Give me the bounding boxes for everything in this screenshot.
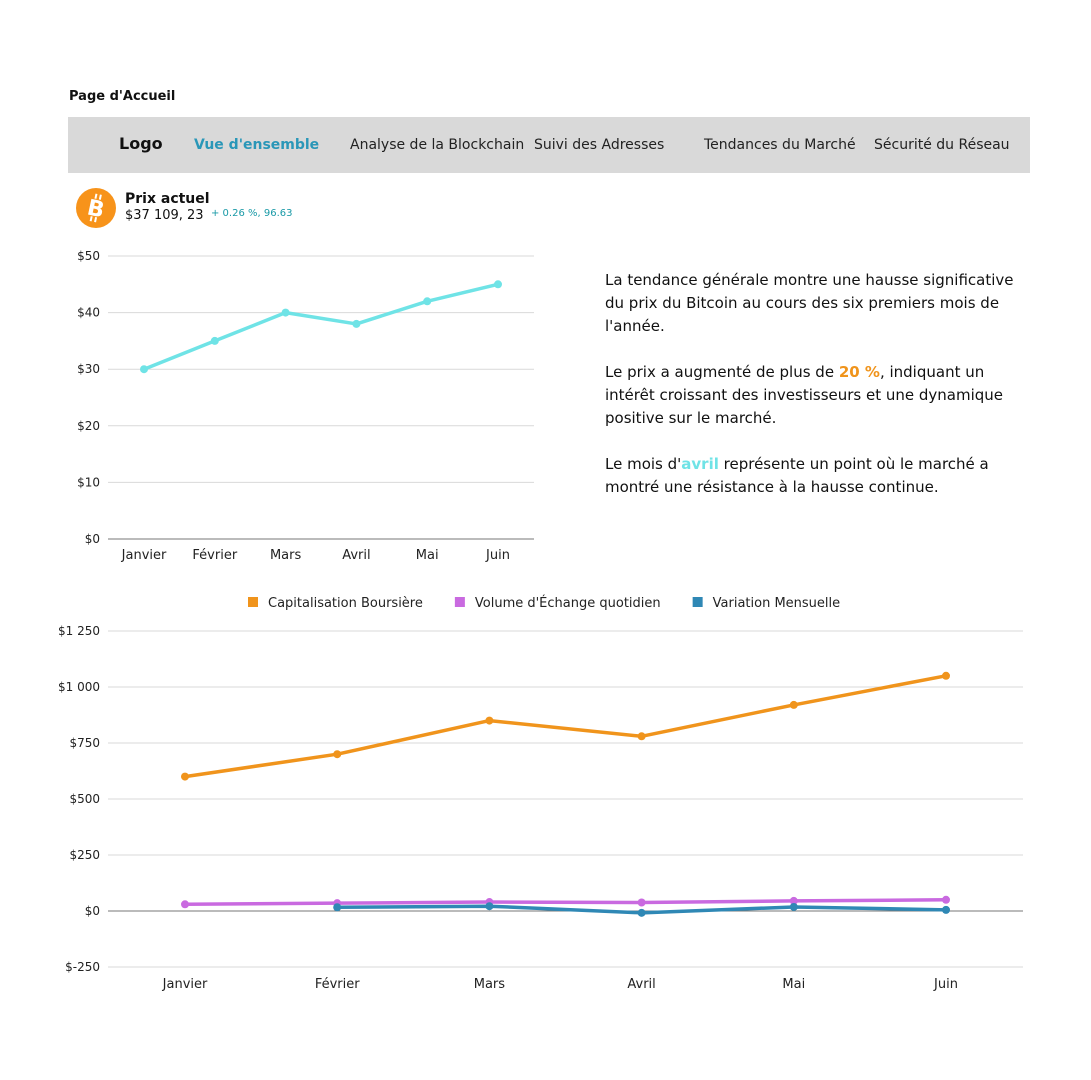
market-multi-line-chart: $-250 $0 $250 $500 $750 $1 000 $1 250 Janvier Fé… [58, 595, 1023, 992]
nav-item-network-security[interactable]: Sécurité du Réseau [874, 137, 1010, 153]
data-point [789, 902, 798, 911]
series-line [183, 898, 948, 907]
legend-label: Volume d'Échange quotidien [475, 595, 661, 611]
data-point [494, 280, 502, 289]
y-tick-label: $20 [77, 419, 100, 433]
y-tick-label: $250 [69, 848, 100, 862]
y-tick-label: $1 250 [58, 624, 100, 638]
summary-paragraph-3: Le mois d'avril représente un point où l… [605, 453, 1035, 499]
summary-text: Le prix a augmenté de plus de [605, 363, 839, 381]
data-point [181, 900, 189, 909]
x-tick-label: Février [192, 548, 237, 563]
summary-paragraph-2: Le prix a augmenté de plus de 20 %, indi… [605, 361, 1035, 430]
data-point [333, 903, 342, 912]
y-tick-label: $1 000 [58, 680, 100, 694]
data-point [637, 908, 646, 917]
nav-item-market-trends[interactable]: Tendances du Marché [704, 137, 856, 153]
data-point [181, 772, 189, 781]
page-title: Page d'Accueil [69, 89, 176, 104]
x-tick-label: Mars [270, 548, 302, 563]
y-tick-label: $0 [85, 532, 100, 546]
x-tick-label: Mai [416, 548, 439, 563]
legend-swatch [692, 597, 703, 607]
summary-text: représente un point où le marché a montr… [605, 455, 989, 496]
svg-text:B: B [85, 195, 107, 223]
x-tick-label: Mai [782, 977, 805, 992]
summary-text: , indiquant un intérêt croissant des inv… [605, 363, 1004, 427]
bitcoin-icon: B [76, 188, 116, 228]
data-point [942, 671, 950, 680]
data-point [210, 336, 219, 345]
trend-summary: La tendance générale montre une hausse s… [605, 269, 1035, 522]
data-point [333, 750, 342, 759]
data-point [423, 297, 432, 306]
data-point [485, 716, 494, 725]
top-navbar: Logo Vue d'ensemble Analyse de la Blockc… [68, 117, 1030, 173]
data-point [485, 902, 494, 911]
legend-label: Capitalisation Boursière [268, 596, 423, 611]
data-point [140, 365, 148, 374]
data-point [789, 700, 798, 709]
x-tick-label: Janvier [162, 977, 208, 992]
y-tick-label: $500 [69, 792, 100, 806]
nav-item-blockchain-analysis[interactable]: Analyse de la Blockchain [350, 137, 525, 153]
x-tick-label: Mars [474, 977, 506, 992]
legend-swatch [454, 597, 465, 607]
summary-text: Le mois d' [605, 455, 682, 473]
x-tick-label: Avril [627, 977, 655, 992]
x-tick-label: Juin [485, 548, 510, 563]
highlight-percentage: 20 % [838, 363, 880, 381]
data-point [942, 895, 950, 904]
price-change: + 0.26 %, 96.63 [211, 208, 293, 219]
legend-swatch [248, 597, 258, 607]
x-tick-label: Février [315, 977, 360, 992]
highlight-month: avril [681, 455, 719, 473]
data-point [942, 905, 950, 914]
x-tick-label: Janvier [121, 548, 167, 563]
y-tick-label: $50 [77, 249, 100, 263]
price-value: $37 109, 23 [125, 208, 204, 223]
nav-logo[interactable]: Logo [119, 134, 163, 153]
nav-item-overview[interactable]: Vue d'ensemble [194, 137, 320, 153]
series-line [183, 674, 948, 779]
data-point [789, 896, 798, 905]
data-point [637, 898, 646, 907]
y-tick-label: $40 [77, 306, 100, 320]
y-tick-label: $750 [69, 736, 100, 750]
data-point [352, 319, 361, 328]
legend-label: Variation Mensuelle [713, 596, 841, 611]
y-tick-label: $0 [85, 904, 100, 918]
y-tick-label: $-250 [65, 960, 100, 974]
y-tick-label: $10 [77, 475, 100, 489]
data-point [281, 308, 290, 317]
summary-paragraph-1: La tendance générale montre une hausse s… [605, 271, 1014, 335]
nav-item-address-tracking[interactable]: Suivi des Adresses [534, 137, 665, 153]
y-tick-label: $30 [77, 362, 100, 376]
x-tick-label: Juin [933, 977, 958, 992]
x-tick-label: Avril [342, 548, 370, 563]
data-point [637, 732, 646, 741]
price-label: Prix actuel [125, 191, 210, 207]
price-line-chart: $0 $10 $20 $30 $40 $50 Janvier Février Mars Avril… [77, 249, 534, 563]
series-line [142, 282, 500, 371]
